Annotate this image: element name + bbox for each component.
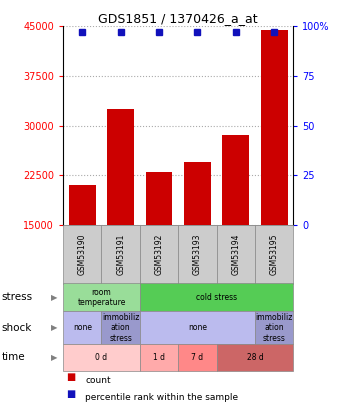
Text: GSM53193: GSM53193 [193, 233, 202, 275]
Text: room
temperature: room temperature [77, 288, 125, 307]
Bar [222, 135, 249, 324]
Text: 7 d: 7 d [191, 353, 204, 362]
Title: GDS1851 / 1370426_a_at: GDS1851 / 1370426_a_at [98, 12, 258, 25]
Text: none: none [188, 323, 207, 332]
Text: stress: stress [2, 292, 33, 302]
Text: time: time [2, 352, 25, 362]
Text: GSM53194: GSM53194 [231, 233, 240, 275]
Bar [69, 185, 96, 324]
Text: ▶: ▶ [51, 353, 58, 362]
Text: ■: ■ [66, 390, 76, 399]
Text: shock: shock [2, 323, 32, 333]
Text: ▶: ▶ [51, 323, 58, 332]
Text: none: none [73, 323, 92, 332]
Text: GSM53195: GSM53195 [270, 233, 279, 275]
Text: ▶: ▶ [51, 293, 58, 302]
Text: percentile rank within the sample: percentile rank within the sample [85, 393, 238, 402]
Text: 28 d: 28 d [247, 353, 263, 362]
Text: immobiliz
ation
stress: immobiliz ation stress [102, 313, 139, 343]
Bar [146, 172, 173, 324]
Text: GSM53191: GSM53191 [116, 233, 125, 275]
Text: 0 d: 0 d [95, 353, 107, 362]
Bar [261, 30, 287, 324]
Bar [184, 162, 211, 324]
Text: cold stress: cold stress [196, 293, 237, 302]
Text: GSM53190: GSM53190 [78, 233, 87, 275]
Text: count: count [85, 376, 111, 385]
Text: immobiliz
ation
stress: immobiliz ation stress [255, 313, 293, 343]
Text: GSM53192: GSM53192 [154, 233, 163, 275]
Text: 1 d: 1 d [153, 353, 165, 362]
Bar [107, 109, 134, 324]
Text: ■: ■ [66, 372, 76, 382]
